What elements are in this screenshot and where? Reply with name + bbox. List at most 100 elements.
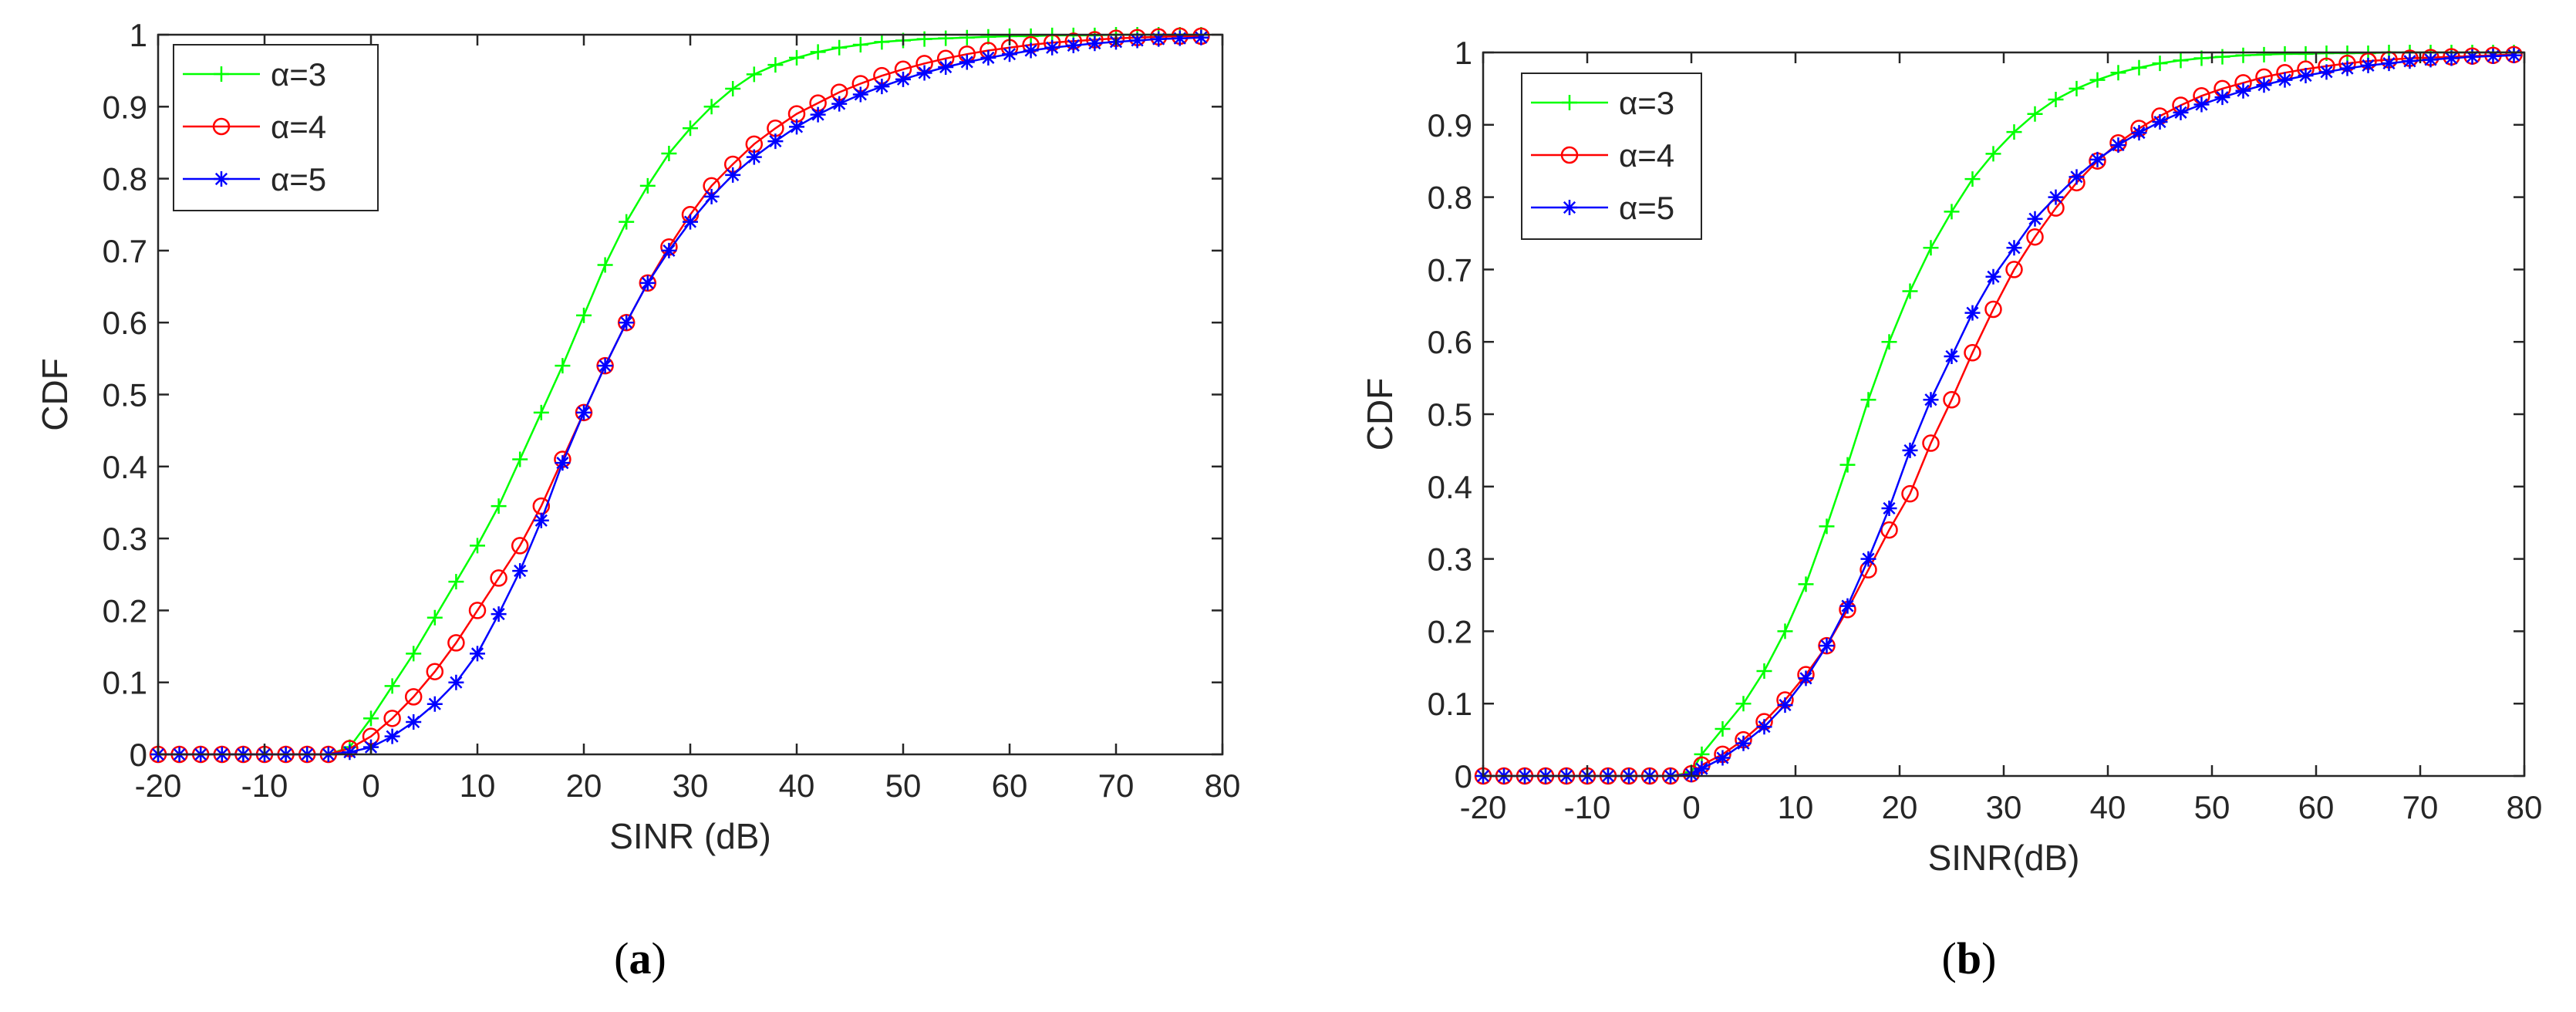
panel-caption-letter: a (629, 933, 652, 983)
data-point (1798, 670, 1814, 686)
data-point (533, 404, 549, 420)
data-point (703, 188, 720, 204)
x-tick-label: -20 (135, 767, 182, 804)
data-point (1901, 484, 1919, 503)
data-point (2173, 52, 2189, 69)
data-point (1798, 576, 1814, 592)
data-point (555, 455, 571, 471)
data-point (555, 358, 571, 374)
data-point (1172, 30, 1188, 46)
data-point (1151, 31, 1167, 47)
data-point (2318, 64, 2335, 80)
data-point (2506, 47, 2522, 63)
data-point (2214, 89, 2230, 106)
x-tick-label: 80 (1205, 767, 1241, 804)
x-tick-label: 40 (779, 767, 815, 804)
chart-a: -20 -10 0 10 20 30 40 50 60 70 80 0 0.1 0.2 0.3 0.4 0.5 0… (35, 17, 1240, 983)
y-tick-label: 0.7 (103, 233, 147, 269)
data-point (1777, 697, 1793, 713)
data-point (810, 44, 826, 60)
data-point (852, 37, 868, 53)
data-point (683, 120, 698, 137)
data-point (2027, 211, 2043, 227)
data-point (2298, 68, 2314, 84)
y-tick-label: 0.8 (103, 161, 147, 197)
data-point (725, 80, 741, 96)
x-tick-label: 40 (2090, 789, 2126, 825)
data-point (1923, 240, 1939, 256)
legend: α=3 α=4 α=5 (173, 44, 379, 211)
data-point (895, 71, 911, 87)
data-point (448, 674, 464, 690)
data-point (1923, 392, 1939, 408)
data-point (789, 49, 804, 66)
chart-b: -20 -10 0 10 20 30 40 50 60 70 80 0 0.1 0.2 0.3 0.4 0.5 0… (1360, 35, 2542, 983)
y-tick-label: 0.1 (1428, 686, 1472, 722)
data-point (767, 133, 784, 150)
data-point (576, 307, 592, 323)
data-point (1943, 390, 1961, 409)
y-tick-label: 0.6 (1428, 324, 1472, 360)
panel-caption: (b) (1942, 933, 1997, 983)
data-point (2005, 261, 2023, 278)
y-tick-label: 0 (1455, 758, 1472, 794)
y-tick-label: 1 (130, 17, 147, 53)
data-point (1902, 283, 1918, 299)
x-tick-label: 0 (362, 767, 379, 804)
data-point (2256, 77, 2272, 93)
y-tick-label: 0.3 (103, 521, 147, 557)
data-point (1964, 344, 1981, 362)
data-point (2006, 240, 2022, 256)
data-point (2069, 80, 2085, 96)
data-point (874, 34, 890, 50)
data-point (703, 99, 720, 115)
x-tick-label: -10 (1564, 789, 1611, 825)
y-tick-label: 0.9 (1428, 107, 1472, 143)
data-point (597, 358, 613, 374)
data-point (491, 498, 507, 514)
data-point (1839, 457, 1856, 473)
data-point (2173, 104, 2189, 120)
data-point (2152, 114, 2168, 130)
legend-label-2: α=4 (1619, 137, 1674, 174)
y-tick-label: 0.5 (1428, 396, 1472, 433)
x-axis-title: SINR (dB) (609, 816, 771, 856)
data-point (512, 563, 528, 579)
data-point (1756, 663, 1772, 679)
data-point (959, 54, 975, 70)
y-axis-title: CDF (35, 358, 75, 431)
data-point (725, 167, 741, 183)
data-point (1881, 334, 1897, 350)
data-point (2048, 91, 2064, 107)
data-point (1881, 500, 1897, 516)
data-point (2381, 56, 2397, 72)
y-tick-label: 0.7 (1428, 251, 1472, 288)
data-point (2277, 46, 2293, 62)
legend-label-1: α=3 (1619, 85, 1674, 121)
x-tick-label: 20 (566, 767, 602, 804)
data-point (470, 646, 485, 662)
x-tick-label: 50 (2194, 789, 2230, 825)
data-point (2131, 125, 2147, 141)
data-point (2110, 65, 2126, 81)
data-point (852, 86, 868, 103)
data-point (831, 39, 848, 56)
y-tick-label: 0.2 (1428, 613, 1472, 649)
y-axis-title: CDF (1360, 378, 1400, 451)
data-point (470, 538, 485, 554)
legend-marker-2 (212, 117, 231, 136)
data-point (1735, 735, 1752, 751)
legend: α=3 α=4 α=5 (1521, 73, 1702, 240)
data-point (1880, 521, 1898, 539)
data-point (1819, 518, 1835, 535)
data-point (1964, 171, 1981, 187)
data-point (980, 49, 996, 66)
data-point (342, 744, 358, 761)
data-point (448, 574, 464, 590)
data-point (683, 214, 698, 230)
data-point (384, 728, 400, 744)
data-point (831, 96, 848, 112)
y-tick-label: 0.5 (103, 377, 147, 413)
y-tick-label: 0 (130, 737, 147, 773)
data-point (639, 275, 656, 291)
